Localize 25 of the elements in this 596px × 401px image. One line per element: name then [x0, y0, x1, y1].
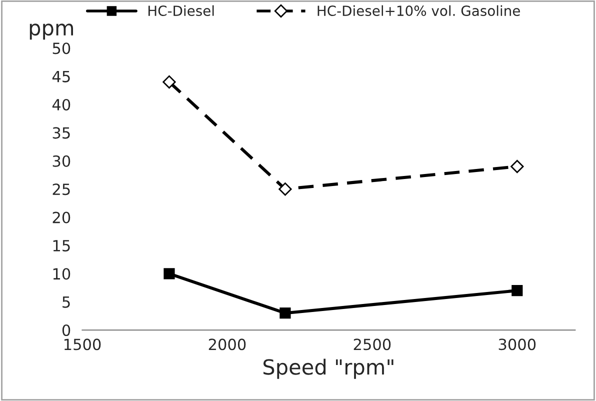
x-tick-label: 1500 — [64, 338, 101, 350]
y-axis-title: ppm — [30, 24, 74, 40]
y-tick-label: 40 — [52, 98, 70, 111]
point — [510, 160, 524, 174]
y-tick-label: 50 — [52, 42, 70, 54]
y-tick-label: 45 — [52, 70, 70, 82]
y-tick-label: 25 — [52, 184, 70, 196]
legend-label: HC-Diesel+10% vol. Gasoline — [318, 5, 520, 16]
y-tick-label: 35 — [52, 127, 70, 139]
point — [512, 285, 523, 296]
point — [278, 182, 292, 196]
x-tick-label: 2000 — [208, 338, 246, 350]
y-tick-label: 10 — [53, 268, 70, 280]
point — [280, 308, 291, 319]
y-tick-label: 20 — [52, 212, 70, 224]
x-tick-label: 2500 — [354, 338, 391, 350]
point — [164, 268, 175, 280]
legend-label: HC-Diesel — [148, 5, 214, 16]
y-tick-label: 30 — [52, 155, 70, 167]
x-axis-title: Speed "rpm" — [263, 358, 394, 379]
y-tick-label: 0 — [62, 324, 70, 336]
x-tick-label: 3000 — [498, 338, 536, 350]
y-tick-label: 15 — [53, 240, 70, 252]
point — [162, 75, 176, 89]
y-tick-label: 5 — [62, 296, 70, 308]
